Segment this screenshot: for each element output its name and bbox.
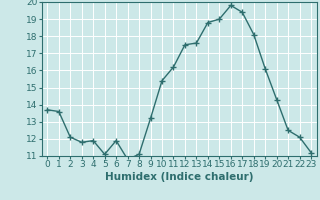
X-axis label: Humidex (Indice chaleur): Humidex (Indice chaleur) — [105, 172, 253, 182]
